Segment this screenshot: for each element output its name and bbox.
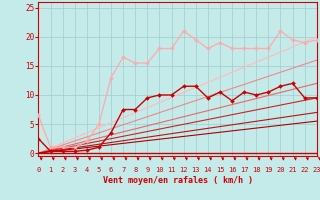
X-axis label: Vent moyen/en rafales ( km/h ): Vent moyen/en rafales ( km/h ) — [103, 176, 252, 185]
